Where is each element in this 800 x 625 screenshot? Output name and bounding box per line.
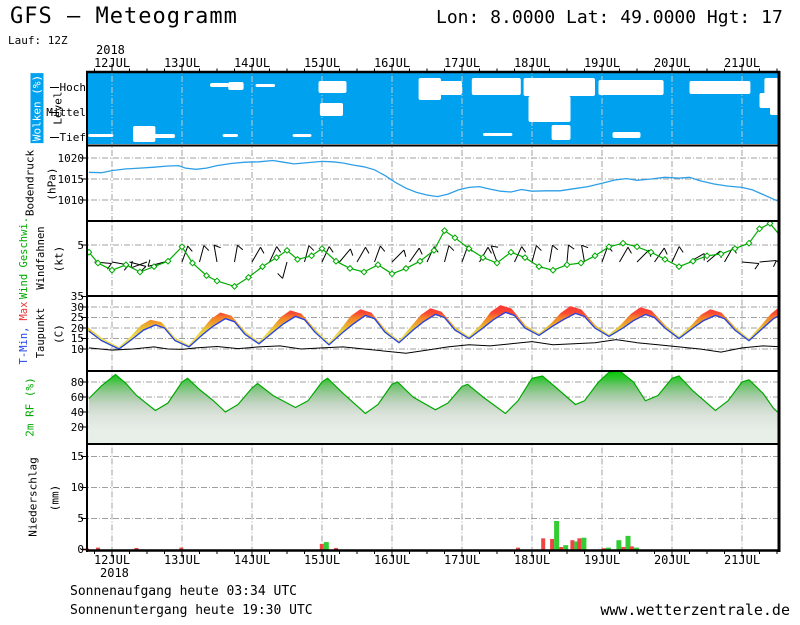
precip-ytick-label: 10 [70,481,84,494]
wind-panel-label: Wind Geschwi. [18,216,30,300]
tmax-label: Max [18,301,30,321]
date-label-bottom: 14JUL [233,553,271,567]
precip-ytick-label: 5 [77,512,84,525]
cloud-level-tief: Tief [59,130,87,144]
date-label-bottom: 17JUL [443,553,481,567]
temp-panel-label: T-Min, Max [18,302,30,365]
rf-ytick-label: 60 [70,390,84,404]
temp-ytick-label: 30 [70,300,84,314]
date-label-bottom: 18JUL [513,553,551,567]
pressure-ytick-label: 1020 [57,151,85,165]
humidity-panel-label: 2m RF (%) [23,377,37,437]
date-label-top: 16JUL [373,56,411,70]
date-label-top: 15JUL [303,56,341,70]
location-info: Lon: 8.0000 Lat: 49.0000 Hgt: 17 [436,7,783,28]
cloud-level-hoch: Hoch [59,80,87,94]
page-title: GFS – Meteogramm [10,4,238,29]
pressure-ytick-label: 1015 [57,172,85,186]
date-label-top: 20JUL [653,56,691,70]
cloud-level-tick [50,112,59,113]
cloud-level-mittel: Mittel [46,105,86,119]
date-label-bottom: 15JUL [303,553,341,567]
temp-ytick-label: 25 [70,311,84,324]
wind-ytick-label: 5 [77,238,84,252]
date-label-top: 19JUL [583,56,621,70]
wind-barbs-label: Windfahnen [35,226,47,290]
date-label-top: 14JUL [233,56,271,70]
temp-ytick-label: 10 [70,342,84,356]
date-label-top: 18JUL [513,56,551,70]
precip-panel-label: Niederschlag [26,457,40,537]
date-label-top: 21JUL [723,56,761,70]
date-label-top: 17JUL [443,56,481,70]
website-text: www.wetterzentrale.de [600,601,790,619]
rf-ytick-label: 80 [70,375,84,389]
rf-ytick-label: 40 [70,405,84,419]
clouds-panel-label: Wolken (%) [30,72,44,144]
date-label-bottom: 19JUL [583,553,621,567]
cloud-level-tick [50,137,59,138]
date-label-bottom: 21JUL [723,553,761,567]
date-label-bottom: 13JUL [163,553,201,567]
rf-ytick-label: 20 [70,420,84,434]
run-label: Lauf: 12Z [8,34,68,47]
pressure-panel-label: Bodendruck [23,149,37,217]
temp-ytick-label: 20 [70,321,84,335]
date-label-bottom: 16JUL [373,553,411,567]
year-label-top: 2018 [96,43,125,57]
temp-ytick-label: 15 [70,332,84,345]
tmin-label: T-Min, [18,326,30,365]
date-label-bottom: 12JUL [93,553,131,567]
sunset-text: Sonnenuntergang heute 19:30 UTC [70,603,313,618]
temp-ytick-label: 35 [70,290,84,303]
year-label-bottom: 2018 [100,566,129,580]
cloud-level-tick [50,87,59,88]
precip-ytick-label: 0 [77,543,84,556]
pressure-ytick-label: 1010 [57,193,85,207]
date-label-bottom: 20JUL [653,553,691,567]
precip-ytick-label: 15 [70,450,84,463]
sunrise-text: Sonnenaufgang heute 03:34 UTC [70,584,297,599]
date-label-top: 13JUL [163,56,201,70]
date-label-top: 12JUL [93,56,131,70]
